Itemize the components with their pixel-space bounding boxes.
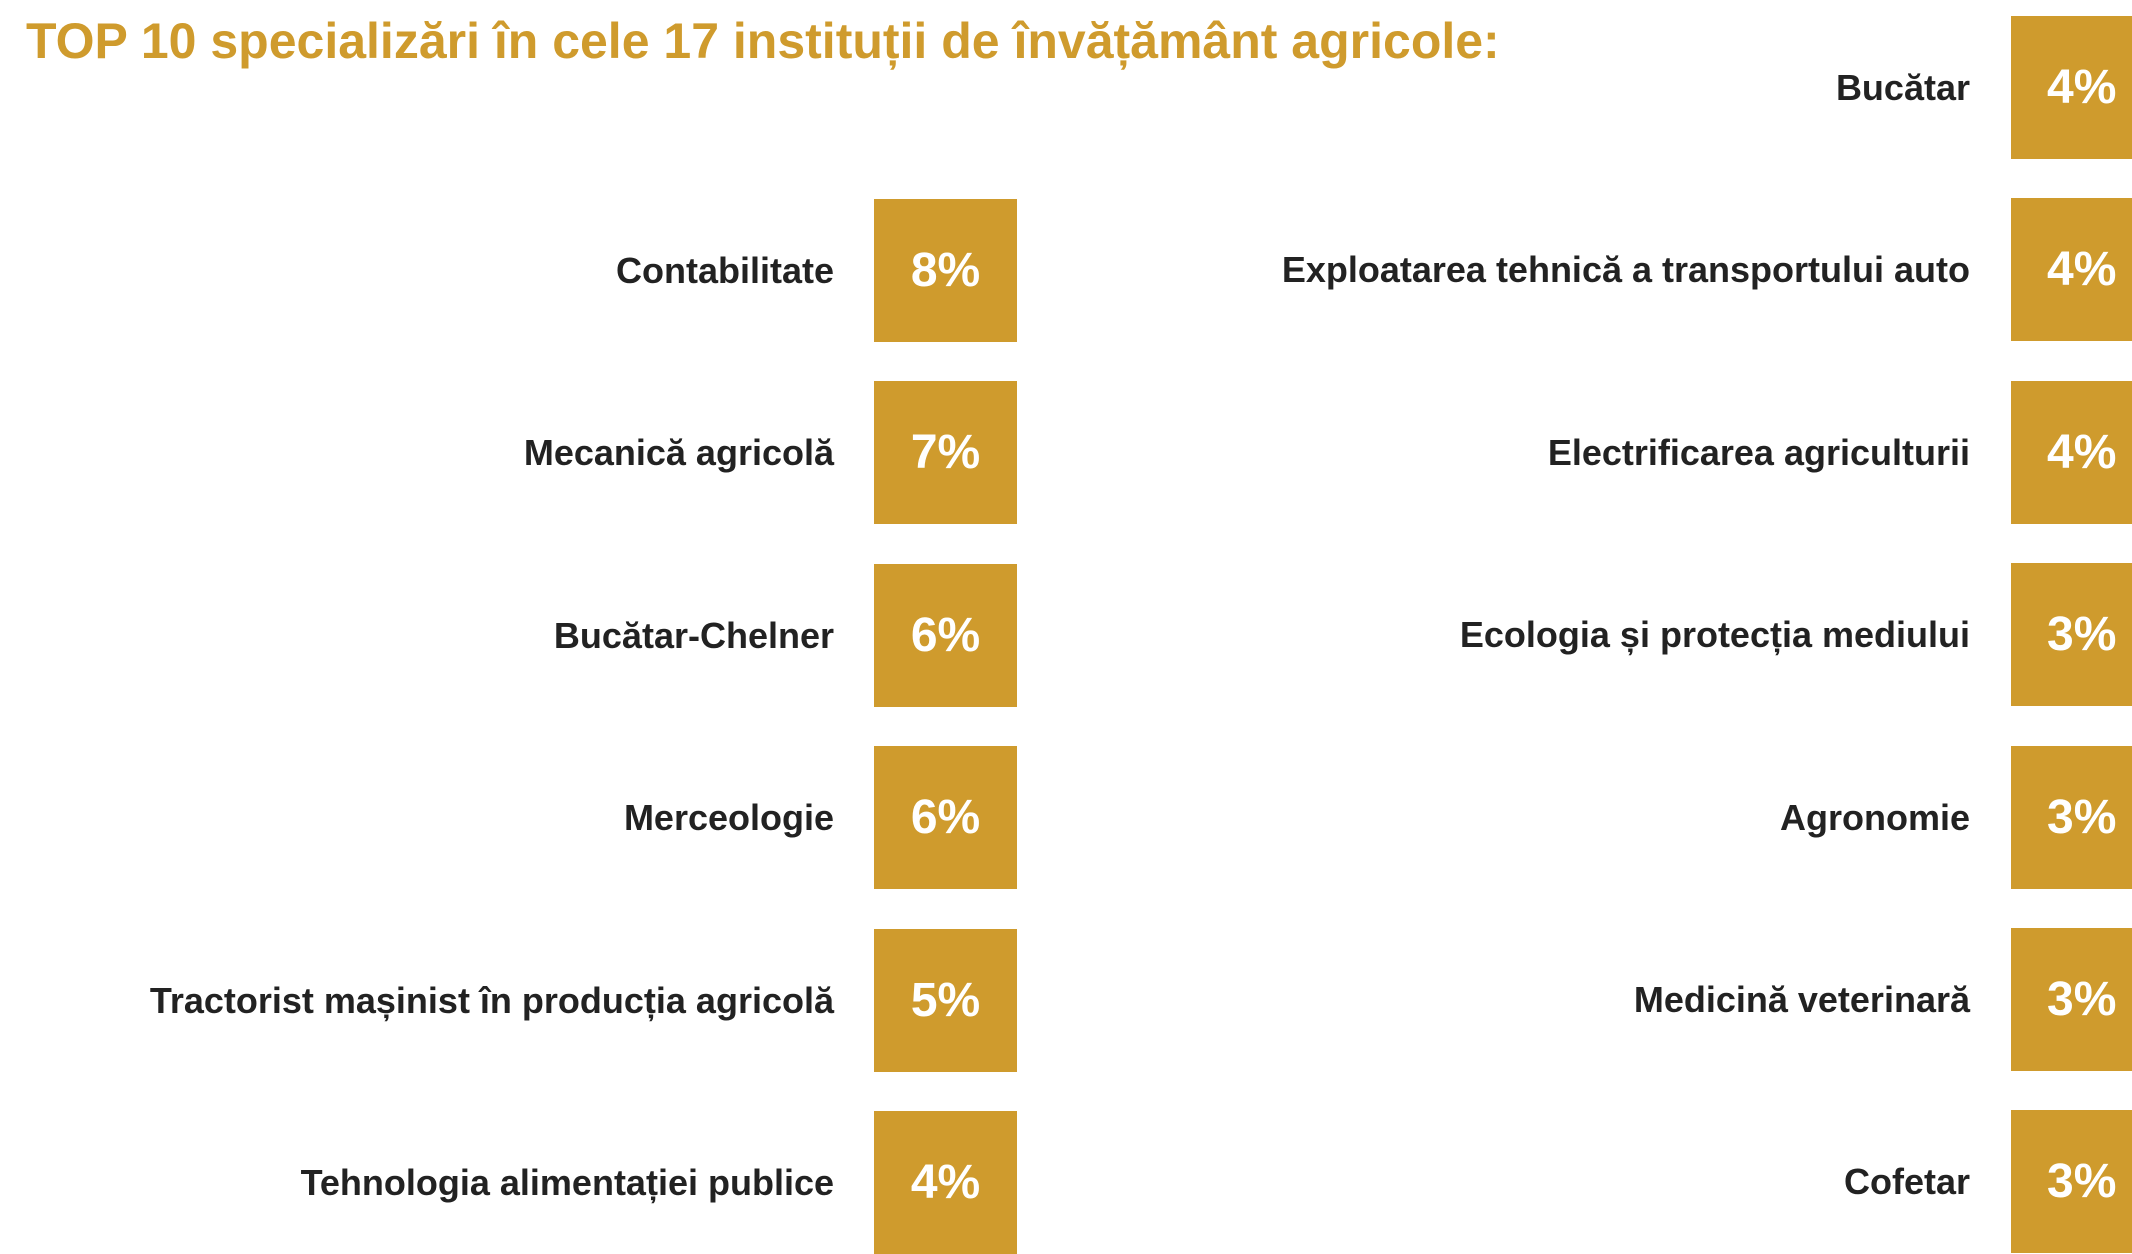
title: TOP 10 specializări în cele 17 instituți…: [26, 13, 1500, 69]
item-label: Exploatarea tehnică a transportului auto: [1281, 249, 1970, 291]
item-label: Ecologia și protecția mediului: [1459, 614, 1970, 656]
item-label: Mecanică agricolă: [523, 432, 834, 474]
item-value: 3%: [2011, 563, 2132, 707]
item-value: 5%: [874, 928, 1017, 1072]
item-label: Bucătar-Chelner: [553, 614, 834, 656]
item-value: 3%: [2011, 745, 2132, 889]
item-label: Electrificarea agriculturii: [1547, 431, 1970, 473]
item-value: 7%: [874, 381, 1017, 525]
item-value: 6%: [874, 563, 1017, 707]
item-label: Merceologie: [623, 797, 834, 839]
item-value: 6%: [874, 746, 1017, 890]
item-value: 4%: [2011, 198, 2132, 342]
item-value: 8%: [874, 199, 1017, 342]
item-value: 4%: [874, 1111, 1017, 1254]
item-label: Cofetar: [1843, 1161, 1970, 1203]
item-label: Medicină veterinară: [1633, 979, 1970, 1020]
item-label: Contabilitate: [615, 250, 834, 291]
item-value: 4%: [2011, 380, 2132, 524]
item-value: 4%: [2011, 16, 2132, 159]
item-label: Tractorist mașinist în producția agricol…: [149, 979, 834, 1021]
item-label: Agronomie: [1779, 796, 1970, 838]
item-label: Tehnologia alimentației publice: [300, 1162, 834, 1203]
item-value: 3%: [2011, 928, 2132, 1071]
item-label: Bucătar: [1835, 67, 1970, 108]
item-value: 3%: [2011, 1110, 2132, 1254]
